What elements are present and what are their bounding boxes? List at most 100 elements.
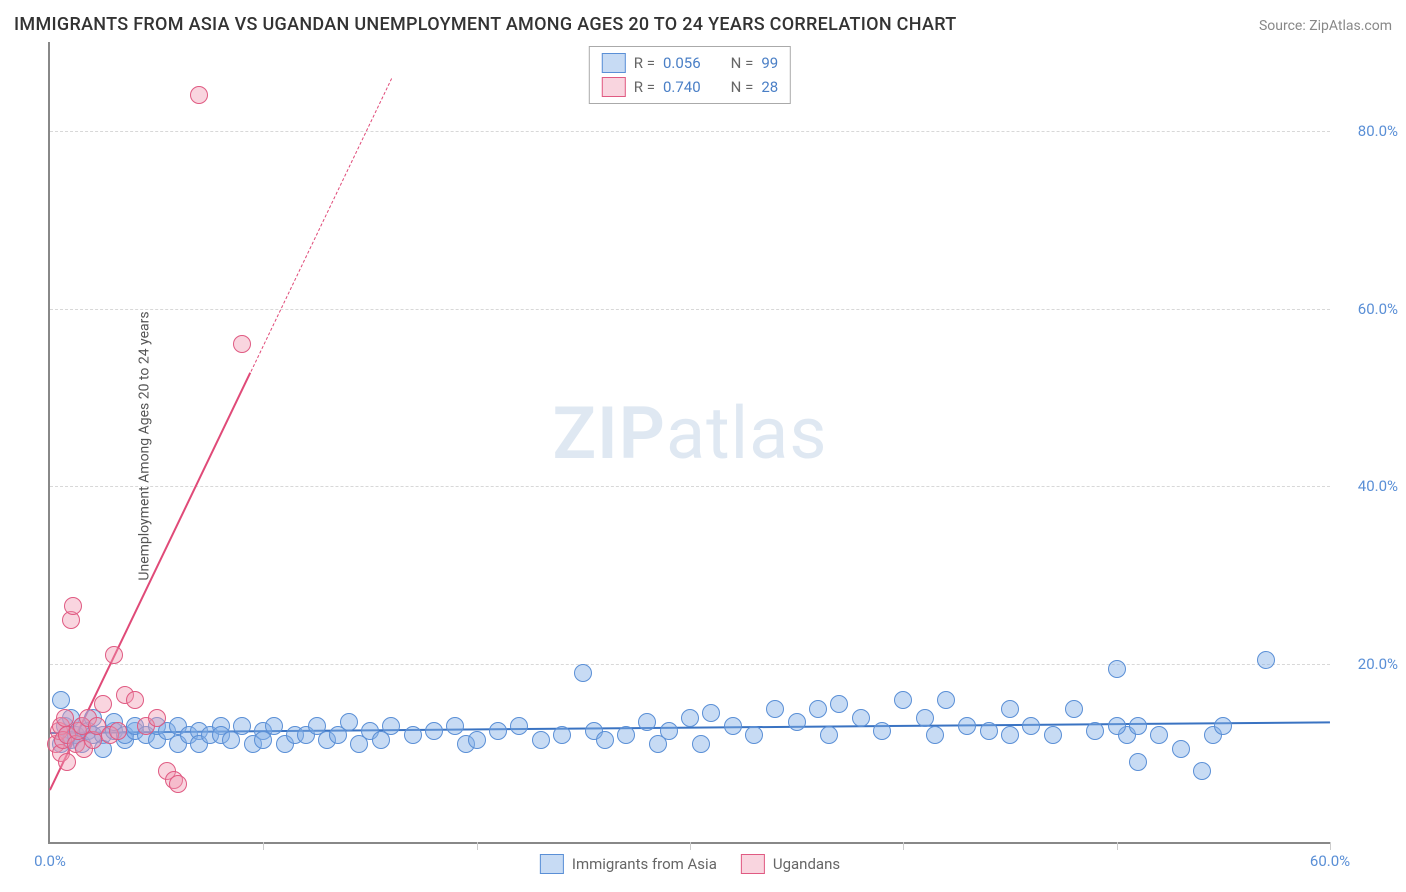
data-point-asia (894, 691, 912, 709)
x-tick-label: 0.0% (34, 852, 66, 870)
x-tick-label: 60.0% (1310, 852, 1350, 870)
data-point-asia (1001, 726, 1019, 744)
gridline-vertical (477, 842, 478, 850)
y-tick-label: 60.0% (1358, 300, 1398, 318)
data-point-asia (852, 709, 870, 727)
data-point-uganda (109, 722, 127, 740)
data-point-asia (1022, 717, 1040, 735)
data-point-asia (820, 726, 838, 744)
gridline-horizontal (50, 486, 1330, 487)
data-point-asia (510, 717, 528, 735)
data-point-asia (916, 709, 934, 727)
data-point-asia (1150, 726, 1168, 744)
data-point-asia (1086, 722, 1104, 740)
y-tick-label: 20.0% (1358, 655, 1398, 673)
gridline-horizontal (50, 131, 1330, 132)
data-point-asia (926, 726, 944, 744)
data-point-asia (233, 717, 251, 735)
legend-row-asia: R = 0.056 N = 99 (602, 51, 778, 75)
r-value: 0.056 (663, 54, 701, 72)
data-point-asia (553, 726, 571, 744)
correlation-legend: R = 0.056 N = 99 R = 0.740 N = 28 (589, 46, 791, 104)
legend-swatch-asia (602, 53, 626, 73)
legend-row-uganda: R = 0.740 N = 28 (602, 75, 778, 99)
data-point-uganda (94, 695, 112, 713)
watermark-atlas: atlas (666, 391, 828, 476)
data-point-uganda (148, 709, 166, 727)
data-point-asia (873, 722, 891, 740)
regression-line-uganda-dashed (250, 78, 392, 372)
data-point-asia (1193, 762, 1211, 780)
gridline-horizontal (50, 309, 1330, 310)
data-point-asia (1172, 740, 1190, 758)
n-value: 99 (761, 54, 778, 72)
legend-label: Ugandans (773, 855, 840, 873)
data-point-asia (446, 717, 464, 735)
data-point-asia (596, 731, 614, 749)
gridline-horizontal (50, 664, 1330, 665)
data-point-asia (52, 691, 70, 709)
y-tick-label: 40.0% (1358, 477, 1398, 495)
plot-area: ZIPatlas R =0.056N =99R =0.740N =28 Immi… (48, 42, 1330, 844)
watermark-zip: ZIP (552, 391, 665, 476)
r-label: R = (634, 78, 655, 96)
legend-swatch-uganda (741, 854, 765, 874)
series-legend: Immigrants from Asia Ugandans (540, 854, 840, 874)
data-point-uganda (64, 597, 82, 615)
gridline-vertical (903, 842, 904, 850)
data-point-asia (489, 722, 507, 740)
data-point-asia (724, 717, 742, 735)
data-point-asia (980, 722, 998, 740)
data-point-uganda (126, 691, 144, 709)
source-attribution: Source: ZipAtlas.com (1259, 18, 1392, 34)
y-tick-label: 80.0% (1358, 122, 1398, 140)
data-point-uganda (169, 775, 187, 793)
gridline-vertical (690, 842, 691, 850)
n-label: N = (731, 54, 754, 72)
data-point-asia (638, 713, 656, 731)
chart-title: IMMIGRANTS FROM ASIA VS UGANDAN UNEMPLOY… (14, 14, 957, 35)
data-point-asia (660, 722, 678, 740)
data-point-asia (830, 695, 848, 713)
n-label: N = (731, 78, 754, 96)
data-point-asia (745, 726, 763, 744)
data-point-asia (1257, 651, 1275, 669)
data-point-asia (532, 731, 550, 749)
r-label: R = (634, 54, 655, 72)
gridline-vertical (1330, 842, 1331, 850)
legend-swatch-asia (540, 854, 564, 874)
data-point-uganda (233, 335, 251, 353)
data-point-uganda (58, 753, 76, 771)
legend-swatch-uganda (602, 77, 626, 97)
legend-label: Immigrants from Asia (572, 855, 717, 873)
data-point-asia (702, 704, 720, 722)
r-value: 0.740 (663, 78, 701, 96)
data-point-asia (404, 726, 422, 744)
data-point-asia (425, 722, 443, 740)
data-point-asia (265, 717, 283, 735)
data-point-asia (1129, 753, 1147, 771)
data-point-asia (809, 700, 827, 718)
data-point-asia (1065, 700, 1083, 718)
data-point-asia (958, 717, 976, 735)
legend-item-asia: Immigrants from Asia (540, 854, 717, 874)
data-point-asia (1108, 717, 1126, 735)
data-point-asia (1129, 717, 1147, 735)
legend-item-uganda: Ugandans (741, 854, 840, 874)
data-point-asia (382, 717, 400, 735)
gridline-vertical (1117, 842, 1118, 850)
data-point-asia (766, 700, 784, 718)
data-point-uganda (105, 646, 123, 664)
data-point-asia (1044, 726, 1062, 744)
data-point-asia (788, 713, 806, 731)
data-point-asia (937, 691, 955, 709)
data-point-asia (1108, 660, 1126, 678)
data-point-asia (617, 726, 635, 744)
data-point-uganda (190, 86, 208, 104)
data-point-asia (681, 709, 699, 727)
watermark-text: ZIPatlas (552, 391, 827, 476)
data-point-asia (468, 731, 486, 749)
data-point-asia (574, 664, 592, 682)
data-point-asia (1001, 700, 1019, 718)
n-value: 28 (761, 78, 778, 96)
